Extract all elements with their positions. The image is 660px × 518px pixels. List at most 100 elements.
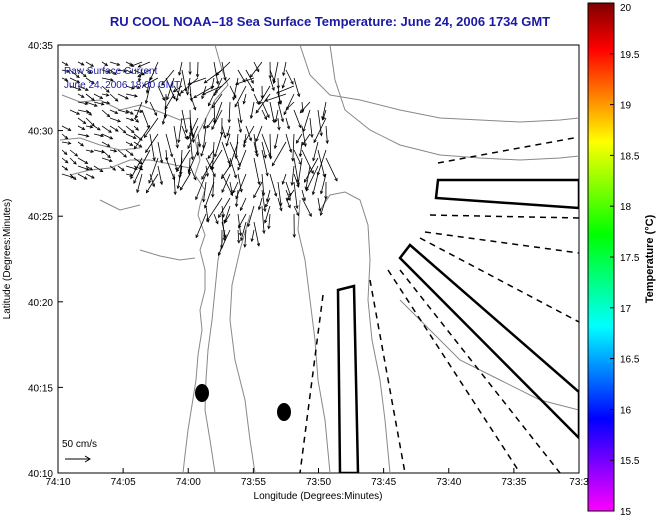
current-vector-head bbox=[135, 119, 140, 123]
current-vector-head bbox=[195, 196, 199, 201]
coastline bbox=[182, 45, 229, 473]
current-vector-head bbox=[130, 118, 135, 122]
current-vector bbox=[125, 165, 138, 170]
current-vector bbox=[271, 141, 287, 166]
current-vector-head bbox=[164, 106, 168, 110]
current-vector bbox=[296, 133, 303, 144]
current-vector bbox=[285, 189, 291, 201]
current-vector bbox=[253, 61, 260, 72]
x-tick-label: 74:10 bbox=[45, 477, 70, 488]
current-vector-head bbox=[286, 125, 291, 130]
current-vector-head bbox=[257, 206, 262, 211]
current-vector-head bbox=[202, 198, 206, 203]
current-vector-head bbox=[112, 167, 117, 171]
surface-current-vectors bbox=[61, 61, 338, 256]
current-vector bbox=[161, 69, 175, 86]
current-vector bbox=[117, 69, 127, 72]
current-vector bbox=[293, 173, 300, 188]
current-vector-head bbox=[227, 160, 231, 165]
current-vector bbox=[236, 189, 239, 207]
current-vector-head bbox=[85, 167, 90, 171]
current-vector-head bbox=[226, 132, 230, 137]
current-vector bbox=[261, 205, 265, 234]
current-vector bbox=[215, 61, 231, 76]
current-vector-head bbox=[313, 139, 317, 144]
current-vector-head bbox=[264, 219, 268, 224]
current-vector bbox=[224, 205, 231, 224]
current-vector bbox=[301, 189, 306, 201]
current-vector-head bbox=[136, 189, 140, 194]
y-axis-ticks: 40:35 40:30 40:25 40:20 40:15 40:10 bbox=[28, 41, 63, 480]
current-vector-head bbox=[166, 96, 170, 101]
current-vector-head bbox=[195, 234, 199, 239]
current-vector bbox=[145, 133, 159, 153]
current-vector-head bbox=[122, 129, 127, 134]
current-vector-head bbox=[106, 113, 111, 118]
current-vector-head bbox=[255, 153, 259, 158]
current-vector bbox=[149, 133, 155, 161]
current-vector-head bbox=[250, 88, 255, 92]
current-vector bbox=[146, 77, 151, 94]
current-vector-head bbox=[277, 126, 281, 131]
current-vector bbox=[144, 117, 159, 138]
current-vector-head bbox=[88, 112, 93, 116]
current-vector-head bbox=[184, 135, 188, 140]
current-vector bbox=[299, 141, 303, 157]
current-vector bbox=[269, 77, 275, 91]
current-vector bbox=[130, 61, 143, 67]
current-vector bbox=[61, 157, 69, 164]
current-vector-head bbox=[303, 179, 308, 183]
current-vector-head bbox=[132, 135, 137, 139]
current-vector bbox=[261, 141, 267, 158]
current-vector-head bbox=[283, 111, 287, 116]
current-vector bbox=[69, 109, 80, 115]
current-vector-head bbox=[193, 94, 197, 99]
current-vector-head bbox=[123, 69, 127, 73]
current-vector bbox=[125, 125, 135, 134]
current-vector-head bbox=[135, 127, 139, 131]
current-vector bbox=[297, 157, 303, 186]
current-vector bbox=[258, 197, 263, 210]
current-vector bbox=[109, 117, 121, 122]
current-vector-head bbox=[91, 97, 95, 102]
current-vector-head bbox=[193, 106, 197, 111]
current-vector-head bbox=[211, 126, 215, 131]
current-vector bbox=[291, 165, 295, 186]
current-vector-head bbox=[106, 101, 111, 105]
current-vector bbox=[203, 125, 207, 149]
current-vector bbox=[282, 61, 287, 76]
current-vector bbox=[211, 109, 223, 130]
colorbar-label: Temperature (°C) bbox=[644, 214, 656, 303]
current-vector-head bbox=[114, 128, 119, 132]
current-vector bbox=[125, 109, 134, 115]
current-vector bbox=[69, 77, 80, 83]
current-vector bbox=[237, 213, 242, 236]
current-vector-head bbox=[274, 118, 278, 123]
current-vector-head bbox=[298, 153, 303, 158]
current-vector-head bbox=[74, 153, 79, 157]
current-vector-head bbox=[278, 100, 282, 105]
current-vector bbox=[240, 197, 247, 211]
current-vector-head bbox=[220, 175, 225, 180]
current-vector-head bbox=[193, 176, 197, 181]
current-vector-head bbox=[145, 149, 149, 154]
current-vector-head bbox=[288, 149, 293, 153]
current-vector bbox=[125, 173, 133, 176]
radar-site-1 bbox=[195, 384, 209, 402]
current-vector-head bbox=[297, 93, 301, 98]
current-vector bbox=[61, 133, 68, 140]
current-vector bbox=[77, 125, 85, 130]
current-vector-head bbox=[83, 73, 87, 78]
shipping-lane-east bbox=[434, 178, 579, 210]
current-vector bbox=[269, 173, 277, 197]
current-vector-head bbox=[64, 62, 69, 66]
current-vector bbox=[77, 133, 89, 137]
current-vector-head bbox=[205, 173, 209, 178]
current-vector-head bbox=[138, 78, 142, 83]
current-vector-head bbox=[187, 81, 192, 85]
current-vector bbox=[101, 149, 111, 158]
current-vector bbox=[188, 149, 199, 172]
current-vector bbox=[85, 109, 92, 116]
x-tick-label: 73:35 bbox=[501, 477, 526, 488]
current-vector-head bbox=[84, 160, 89, 164]
